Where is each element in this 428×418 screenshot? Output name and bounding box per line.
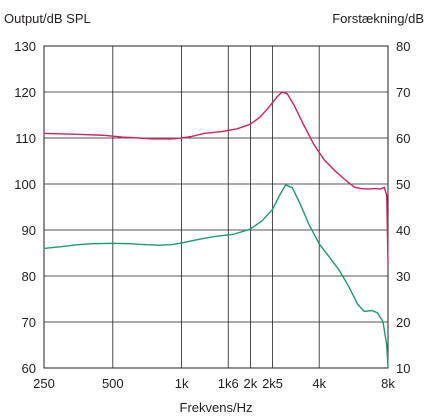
y-right-tick-label: 30 xyxy=(396,269,410,284)
series-group xyxy=(43,91,389,368)
plot-area-frame xyxy=(43,45,389,369)
x-tick-label: 1k6 xyxy=(218,376,239,391)
y-left-tick-label: 120 xyxy=(14,85,36,100)
y-right-tick-label: 10 xyxy=(396,361,410,376)
x-tick-label: 1k xyxy=(175,376,189,391)
left-axis-title: Output/dB SPL xyxy=(4,11,91,26)
y-left-tick-label: 80 xyxy=(22,269,36,284)
y-right-tick-label: 50 xyxy=(396,177,410,192)
tick-labels: 60 10 70 20 80 30 90 40 100 50 110 60 120 70 130 80 250 5… xyxy=(14,39,410,391)
y-right-tick-label: 20 xyxy=(396,315,410,330)
y-right-tick-label: 60 xyxy=(396,131,410,146)
y-right-tick-label: 40 xyxy=(396,223,410,238)
x-tick-label: 4k xyxy=(312,376,326,391)
x-axis-title: Frekvens/Hz xyxy=(180,400,253,415)
x-tick-label: 8k xyxy=(381,376,395,391)
y-left-tick-label: 60 xyxy=(22,361,36,376)
y-left-tick-label: 110 xyxy=(15,131,36,146)
y-left-tick-label: 90 xyxy=(22,223,36,238)
x-tick-label: 500 xyxy=(102,376,124,391)
y-right-tick-label: 80 xyxy=(396,39,410,54)
x-tick-label: 2k5 xyxy=(262,376,283,391)
right-axis-title: Forstækning/dB xyxy=(332,11,424,26)
y-left-tick-label: 70 xyxy=(22,315,36,330)
y-left-tick-label: 100 xyxy=(14,177,36,192)
x-tick-label: 250 xyxy=(33,376,55,391)
grid xyxy=(44,46,388,368)
series-line-2 xyxy=(43,184,389,368)
y-left-tick-label: 130 xyxy=(14,39,36,54)
y-right-tick-label: 70 xyxy=(396,85,410,100)
x-tick-label: 2k xyxy=(244,376,258,391)
series-line-1 xyxy=(43,91,389,266)
